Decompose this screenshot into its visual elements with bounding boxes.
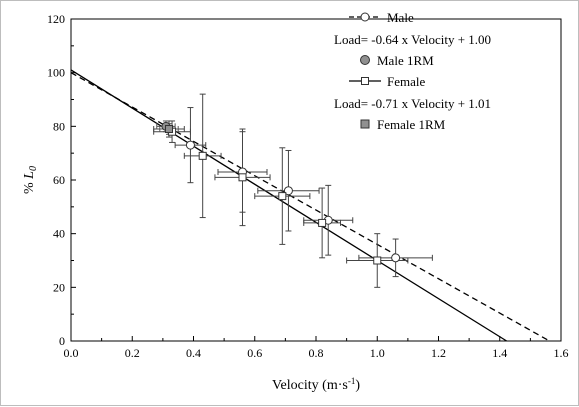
y-tick-label: 20 [53,280,65,294]
x-axis-title: Velocity (m·s-1) [272,376,360,393]
x-tick-label: 0.6 [247,346,262,360]
x-tick-label: 1.6 [554,346,569,360]
legend-marker-male-1rm [360,55,370,65]
y-axis-title-var: L [22,171,37,180]
point-female [373,256,382,265]
point-female-1rm [165,125,173,134]
point-male [391,253,401,263]
y-axis-title-prefix: % [22,179,37,194]
y-tick-label: 40 [53,227,65,241]
point-female [198,151,207,160]
fit-line-male [70,72,550,342]
x-axis-title-sup: -1 [348,376,356,386]
x-tick-label: 1.2 [431,346,446,360]
x-tick-label: 0.4 [186,346,201,360]
y-axis-title: % L0 [22,166,39,194]
point-male [283,186,293,196]
point-female [318,218,327,227]
y-tick-label: 80 [53,119,65,133]
legend-label-female-1rm: Female 1RM [377,117,446,132]
point-female [278,192,287,201]
legend-label-male-1rm: Male 1RM [377,53,434,68]
x-tick-label: 0.8 [309,346,324,360]
y-tick-label: 100 [47,66,65,80]
x-tick-label: 1.4 [492,346,507,360]
x-tick-label: 0.0 [64,346,79,360]
point-female [238,173,247,182]
legend-marker-female [361,77,369,85]
x-tick-label: 0.2 [125,346,140,360]
y-axis-title-sub: 0 [28,166,39,171]
y-tick-label: 0 [59,334,65,348]
legend-equation-male: Load= -0.64 x Velocity + 1.00 [334,32,491,47]
y-tick-label: 60 [53,173,65,187]
x-tick-label: 1.0 [370,346,385,360]
legend-label-male: Male [387,10,414,25]
legend-marker-male [360,12,370,22]
x-axis-title-unit: (m·s [322,378,348,393]
legend-label-female: Female [387,74,425,89]
x-axis-title-close: ) [355,378,360,393]
legend-equation-female: Load= -0.71 x Velocity + 1.01 [334,96,491,111]
x-axis-title-main: Velocity [272,378,319,393]
point-male [185,140,195,150]
legend-marker-female-1rm [360,119,370,129]
y-tick-label: 120 [47,12,65,26]
plot-frame [70,18,562,342]
